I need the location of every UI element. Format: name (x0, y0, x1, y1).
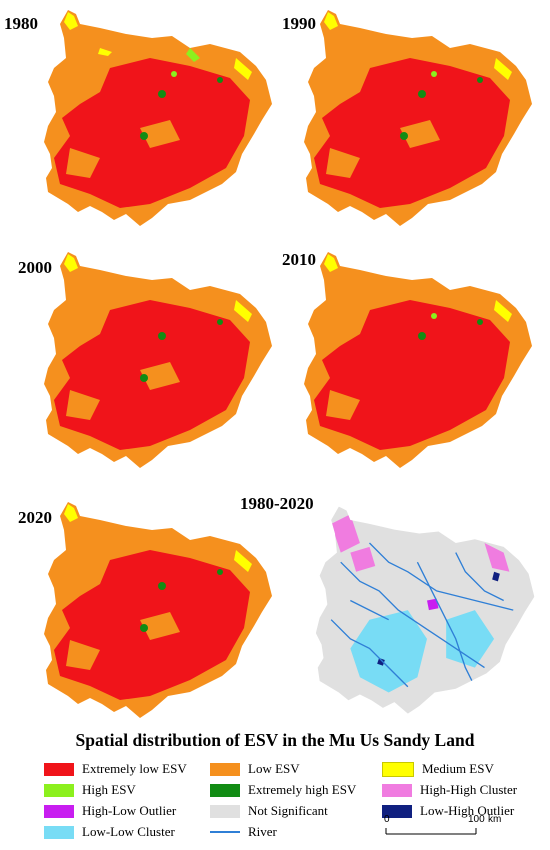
figure-title: Spatial distribution of ESV in the Mu Us… (75, 730, 475, 750)
year-label: 2010 (282, 250, 316, 269)
scale-unit: km (488, 814, 502, 825)
river-line-icon (210, 831, 240, 833)
cluster-map (315, 506, 535, 714)
legend-item: Extremely low ESV (44, 760, 187, 778)
map-panel-1980-2020: 1980-2020 (240, 494, 542, 725)
legend-item: Low-Low Cluster (44, 823, 175, 841)
legend-item: Low ESV (210, 760, 300, 778)
legend: Extremely low ESV Low ESV Medium ESV Hig… (0, 756, 550, 846)
scale-bar-graphic (385, 828, 477, 835)
legend-item: High-Low Outlier (44, 802, 176, 820)
legend-swatch (382, 761, 414, 777)
legend-label: Low-High Outlier (420, 803, 515, 818)
year-label: 2020 (18, 508, 52, 527)
legend-item: Medium ESV (382, 760, 494, 778)
esv-map-2020 (44, 502, 272, 718)
legend-swatch (44, 762, 74, 776)
legend-item: Not Significant (210, 802, 328, 820)
legend-label: High-Low Outlier (82, 803, 177, 818)
legend-swatch (210, 804, 240, 818)
scale-zero: 0 (384, 814, 390, 825)
map-panel-2010: 2010 (282, 250, 540, 475)
legend-swatch (210, 762, 240, 776)
legend-label: High ESV (82, 782, 136, 797)
year-label: 2000 (18, 258, 52, 277)
legend-swatch (382, 804, 412, 818)
legend-label: Low-Low Cluster (82, 824, 175, 839)
legend-label: Extremely high ESV (248, 782, 357, 797)
legend-item: River (210, 823, 277, 841)
legend-item: Low-High Outlier (382, 802, 514, 820)
legend-item: High ESV (44, 781, 136, 799)
legend-label: Low ESV (248, 761, 300, 776)
legend-item: Extremely high ESV (210, 781, 356, 799)
year-label: 1980 (4, 14, 38, 33)
esv-map-1990 (304, 10, 532, 226)
legend-label: Medium ESV (422, 761, 494, 776)
year-label: 1990 (282, 14, 316, 33)
legend-swatch (382, 783, 412, 797)
map-panel-2020: 2020 (18, 500, 280, 725)
esv-map-2000 (44, 252, 272, 468)
legend-swatch (210, 783, 240, 797)
legend-label: High-High Cluster (420, 782, 518, 797)
legend-swatch (44, 804, 74, 818)
esv-map-2010 (304, 252, 532, 468)
legend-swatch (44, 825, 74, 839)
legend-item: High-High Cluster (382, 781, 517, 799)
esv-map-1980 (44, 10, 272, 226)
scale-max: 100 (468, 814, 485, 825)
legend-label: Not Significant (248, 803, 328, 818)
legend-label: Extremely low ESV (82, 761, 187, 776)
scale-bar: 0 100 km (382, 814, 502, 844)
legend-label: River (248, 824, 277, 839)
map-panel-2000: 2000 (18, 250, 280, 475)
map-panel-1990: 1990 (282, 8, 540, 233)
map-panel-1980: 1980 (4, 8, 280, 233)
year-label: 1980-2020 (240, 494, 314, 513)
legend-swatch (44, 783, 74, 797)
